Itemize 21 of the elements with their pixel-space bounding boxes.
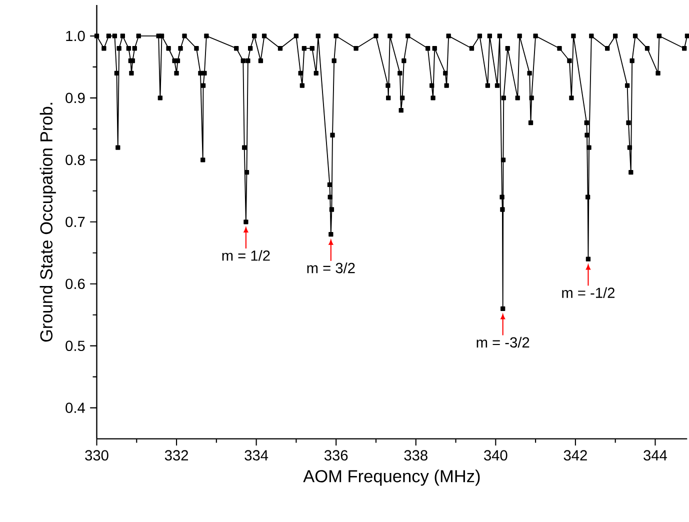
y-tick-label: 0.7 [66,216,85,228]
annotation: m = -3/2 [476,337,530,348]
x-tick-label: 336 [324,450,348,461]
x-tick-label: 332 [164,450,188,461]
y-tick-label: 1.0 [66,31,85,42]
x-tick-label: 334 [244,450,268,461]
y-tick-label: 0.5 [66,340,85,352]
x-tick-label: 330 [85,450,108,461]
x-tick-label: 344 [644,450,667,461]
y-tick-label: 0.9 [66,92,85,104]
y-tick-label: 0.6 [66,278,85,290]
x-axis-title: AOM Frequency (MHz) [303,470,480,486]
x-tick-label: 342 [564,450,587,461]
y-axis-title: Ground State Occupation Prob. [40,103,56,342]
annotation: m = -1/2 [562,287,614,298]
annotation: m = 1/2 [222,250,270,262]
annotation: m = 3/2 [307,262,355,274]
y-tick-label: 0.8 [66,154,85,166]
x-tick-label: 340 [484,450,508,461]
x-tick-label: 338 [404,450,428,461]
y-tick-label: 0.4 [66,402,85,414]
